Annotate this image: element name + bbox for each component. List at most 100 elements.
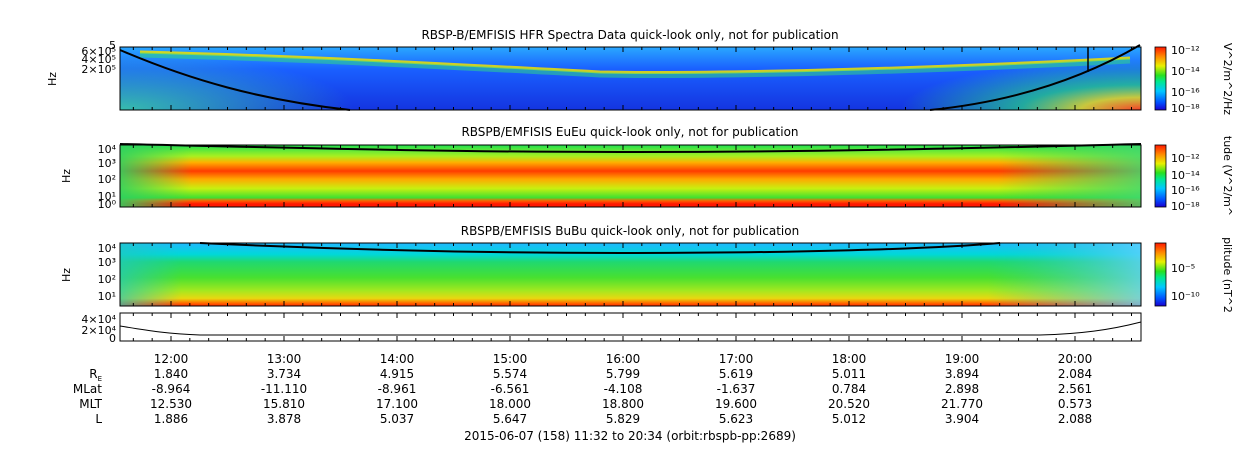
line-panel-trace: [119, 321, 1142, 336]
ephem-value: 4.915: [380, 367, 414, 381]
ephem-label-r-sub: E: [98, 375, 102, 383]
ephem-value: 2.898: [945, 382, 979, 396]
ephem-value: 18.000: [489, 397, 531, 411]
eueu-electron-cyclotron-curve: [119, 143, 1142, 154]
bubu-ytick-label: 10¹: [98, 290, 116, 303]
hfr-cbar-tick: 10⁻¹⁴: [1171, 65, 1200, 78]
hfr-lowfreq-emission-right: [840, 47, 1141, 110]
bubu-cbar-tick: 10⁻¹⁰: [1171, 290, 1200, 303]
hfr-colorbar-ticks: 10⁻¹² 10⁻¹⁴ 10⁻¹⁶ 10⁻¹⁸: [1171, 44, 1200, 115]
ephem-value: 2.561: [1058, 382, 1092, 396]
time-tick-label: 17:00: [719, 352, 754, 366]
bubu-colorbar-ticks: 10⁻⁵ 10⁻¹⁰: [1171, 262, 1200, 303]
eueu-panel: RBSPB/EMFISIS EuEu quick-look only, not …: [60, 125, 1234, 216]
bubu-ytick-label: 10²: [98, 273, 116, 286]
eueu-edge-shading: [120, 145, 1141, 207]
hfr-y-ticks: 5 6×10⁵ 4×10⁵ 2×10⁵: [81, 39, 116, 76]
ephem-value: -11.110: [261, 382, 307, 396]
line-y-ticks: 4×10⁴ 2×10⁴ 0: [81, 313, 116, 345]
ephem-value: -8.964: [152, 382, 191, 396]
ephem-value: 0.784: [832, 382, 866, 396]
ephem-value: 5.799: [606, 367, 640, 381]
bubu-y-ticks: 10⁴ 10³ 10² 10¹: [98, 242, 117, 303]
bubu-ytick-label: 10³: [98, 256, 116, 269]
bubu-colorbar-label: plitude (nT^2: [1221, 237, 1234, 313]
line-ytick-label: 2×10⁴: [81, 324, 116, 337]
line-ytick-label: 4×10⁴: [81, 313, 116, 326]
ephem-value: 1.886: [154, 412, 188, 426]
eueu-ytick-label: 10²: [98, 173, 116, 186]
bubu-frame: [119, 242, 1142, 307]
eueu-ytick-label: 10⁰: [98, 198, 117, 211]
ephem-value: -8.961: [378, 382, 417, 396]
time-tick-label: 13:00: [267, 352, 302, 366]
ephem-value: 3.734: [267, 367, 301, 381]
ephem-value: 1.840: [154, 367, 188, 381]
ephem-value: 18.800: [602, 397, 644, 411]
hfr-emission-band-halo: [139, 52, 1131, 78]
ephem-value: 21.770: [941, 397, 983, 411]
line-panel-frame: [119, 312, 1142, 342]
ephem-value: 0.573: [1058, 397, 1092, 411]
time-tick-label: 19:00: [945, 352, 980, 366]
eueu-y-ticks: 10⁴ 10³ 10² 10¹ 10⁰: [98, 143, 117, 211]
hfr-electron-cyclotron-curve: [119, 44, 1141, 111]
time-axis: 12:00 13:00 14:00 15:00 16:00 17:00 18:0…: [154, 352, 1093, 366]
ephem-value: 5.619: [719, 367, 753, 381]
ephem-row-label: L: [95, 412, 102, 426]
ephem-value: 15.810: [263, 397, 305, 411]
x-minor-ticks: [132, 47, 1132, 341]
ephem-row-label: MLat: [73, 382, 102, 396]
eueu-ylabel: Hz: [60, 169, 73, 183]
line-panel: 4×10⁴ 2×10⁴ 0: [81, 312, 1142, 345]
ephem-value: 5.647: [493, 412, 527, 426]
eueu-colorbar-ticks: 10⁻¹² 10⁻¹⁴ 10⁻¹⁶ 10⁻¹⁸: [1171, 152, 1200, 213]
hfr-ytick-label: 4×10⁵: [81, 53, 116, 66]
hfr-title: RBSP-B/EMFISIS HFR Spectra Data quick-lo…: [421, 28, 838, 42]
ephem-row-label: RE: [89, 367, 102, 383]
hfr-cbar-tick: 10⁻¹⁸: [1171, 102, 1200, 115]
eueu-cbar-tick: 10⁻¹⁴: [1171, 169, 1200, 182]
time-tick-label: 15:00: [493, 352, 528, 366]
orbit-footer: 2015-06-07 (158) 11:32 to 20:34 (orbit:r…: [464, 429, 796, 443]
eueu-colorbar-label: tude (V^2/m^: [1221, 136, 1234, 216]
bubu-colorbar: [1154, 242, 1167, 307]
line-ytick-label: 0: [109, 332, 116, 345]
eueu-cbar-tick: 10⁻¹⁸: [1171, 200, 1200, 213]
ephem-value: 19.600: [715, 397, 757, 411]
ephemeris-table: RE MLat MLT L 1.840 3.734 4.915 5.574 5.799 5…: [73, 367, 1092, 426]
eueu-frame: [119, 144, 1142, 208]
ephem-value: 12.530: [150, 397, 192, 411]
ephem-value: 5.012: [832, 412, 866, 426]
bubu-panel: RBSPB/EMFISIS BuBu quick-look only, not …: [60, 224, 1234, 313]
eueu-title: RBSPB/EMFISIS EuEu quick-look only, not …: [461, 125, 798, 139]
bubu-ylabel: Hz: [60, 268, 73, 282]
hfr-emission-band: [139, 50, 1131, 74]
ephem-value: 5.829: [606, 412, 640, 426]
ephem-label-r: R: [89, 367, 97, 381]
bubu-ytick-label: 10⁴: [98, 242, 117, 255]
hfr-colorbar: [1154, 46, 1167, 111]
bubu-electron-cyclotron-curve: [199, 242, 1001, 255]
hfr-ylabel: Hz: [46, 72, 59, 86]
ephem-value: 2.084: [1058, 367, 1092, 381]
eueu-ytick-label: 10⁴: [98, 143, 117, 156]
bubu-title: RBSPB/EMFISIS BuBu quick-look only, not …: [461, 224, 799, 238]
hfr-ytick-label: 2×10⁵: [81, 63, 116, 76]
time-tick-label: 20:00: [1058, 352, 1093, 366]
ephem-value: 17.100: [376, 397, 418, 411]
eueu-colorbar: [1154, 144, 1167, 208]
eueu-cbar-tick: 10⁻¹⁶: [1171, 184, 1200, 197]
time-tick-label: 16:00: [606, 352, 641, 366]
hfr-cbar-tick: 10⁻¹²: [1171, 44, 1200, 57]
eueu-ytick-label: 10¹: [98, 190, 116, 203]
ephem-value: 20.520: [828, 397, 870, 411]
eueu-ytick-label: 10³: [98, 157, 116, 170]
ephem-value: 5.011: [832, 367, 866, 381]
hfr-frame: [119, 46, 1142, 111]
ephem-value: 5.037: [380, 412, 414, 426]
time-tick-label: 14:00: [380, 352, 415, 366]
ephem-row-label: MLT: [79, 397, 102, 411]
hfr-ytick-label: 6×10⁵: [81, 45, 116, 58]
